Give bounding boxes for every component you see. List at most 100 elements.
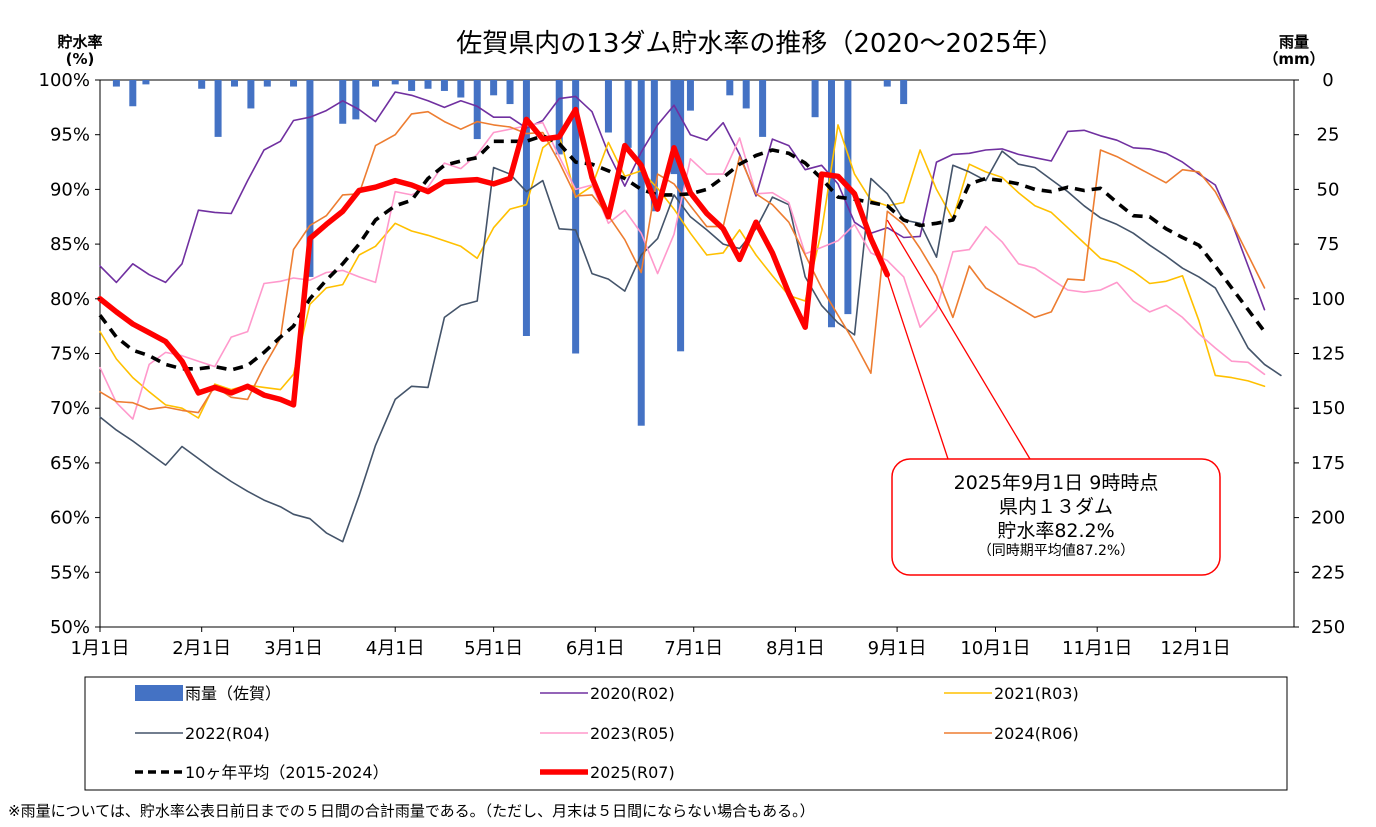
left-tick-label: 75% (50, 344, 90, 365)
left-tick-label: 65% (50, 453, 90, 474)
left-tick-label: 85% (50, 234, 90, 255)
left-axis-unit: (%) (66, 50, 95, 68)
right-tick-label: 0 (1322, 70, 1333, 91)
legend-label: 2024(R06) (994, 724, 1079, 743)
rain-bar (670, 80, 678, 175)
rain-bar (352, 80, 360, 120)
rain-bar (440, 80, 448, 91)
series-line-1 (99, 124, 1266, 419)
x-tick-label: 7月1日 (664, 638, 723, 659)
rain-bar (142, 80, 150, 85)
left-tick-label: 80% (50, 289, 90, 310)
series-line-3 (99, 121, 1266, 420)
series-line-2 (99, 150, 1282, 543)
right-tick-label: 100 (1311, 289, 1345, 310)
legend-label: 2023(R05) (590, 724, 675, 743)
annotation-sub: （同時期平均値87.2%） (978, 543, 1134, 559)
annotation-line-3: 貯水率82.2% (997, 520, 1114, 542)
rain-bar (214, 80, 222, 137)
rain-bar (572, 80, 580, 354)
chart-title: 佐賀県内の13ダム貯水率の推移（2020～2025年） (456, 29, 1063, 59)
rain-bar (230, 80, 238, 87)
left-tick-label: 60% (50, 508, 90, 529)
rain-bar (129, 80, 137, 107)
x-tick-label: 5月1日 (464, 638, 523, 659)
x-tick-label: 8月1日 (766, 638, 825, 659)
line-series (97, 91, 1282, 543)
rain-bar (677, 80, 685, 352)
annotation-pointer (886, 274, 949, 460)
x-tick-label: 9月1日 (868, 638, 927, 659)
rain-bar (604, 80, 612, 133)
rain-bar (506, 80, 514, 105)
rain-bar (391, 80, 399, 85)
x-axis: 1月1日 2月1日 3月1日 4月1日 5月1日 6月1日 7月1日 8月1日 9月1日 10月1… (71, 627, 1231, 659)
annotation-line-2: 県内１３ダム (999, 496, 1113, 518)
series-line-0 (99, 91, 1266, 311)
legend-label: 2025(R07) (590, 763, 675, 782)
rain-bar (883, 80, 891, 87)
series-line-6 (97, 106, 891, 408)
rain-bar (247, 80, 255, 109)
rain-bar (811, 80, 819, 118)
right-tick-label: 250 (1311, 617, 1345, 638)
right-tick-label: 50 (1317, 179, 1340, 200)
left-tick-label: 90% (50, 179, 90, 200)
rain-bar (457, 80, 465, 98)
x-tick-label: 10月1日 (960, 638, 1030, 659)
left-tick-label: 95% (50, 125, 90, 146)
rain-bar (650, 80, 658, 212)
legend-swatch-rain (135, 685, 183, 701)
x-tick-label: 3月1日 (264, 638, 323, 659)
right-axis-label: 雨量 (1279, 33, 1309, 51)
right-tick-label: 25 (1317, 125, 1340, 146)
rain-bar (290, 80, 298, 87)
left-tick-label: 55% (50, 562, 90, 583)
rain-bar (686, 80, 694, 111)
legend-label: 2020(R02) (590, 684, 675, 703)
rain-bar (473, 80, 481, 140)
right-tick-label: 75 (1317, 234, 1340, 255)
rain-bar (827, 80, 835, 328)
right-tick-label: 125 (1311, 344, 1345, 365)
x-tick-label: 11月1日 (1062, 638, 1132, 659)
rain-bar (198, 80, 206, 89)
right-tick-label: 200 (1311, 508, 1345, 529)
rain-bars (112, 80, 908, 426)
rain-bar (844, 80, 852, 315)
series-line-5 (98, 134, 1266, 372)
legend-label: 2022(R04) (185, 724, 270, 743)
annotation-pointer (886, 219, 1031, 460)
rain-bar (424, 80, 432, 89)
legend-label: 雨量（佐賀） (185, 684, 281, 703)
x-tick-label: 4月1日 (366, 638, 425, 659)
right-tick-label: 225 (1311, 562, 1345, 583)
annotation-callout: 2025年9月1日 9時時点 県内１３ダム 貯水率82.2% （同時期平均値87… (886, 219, 1221, 576)
rain-bar (306, 80, 314, 277)
rain-bar (742, 80, 750, 109)
legend-label: 10ヶ年平均（2015-2024） (185, 763, 389, 782)
x-tick-label: 6月1日 (566, 638, 625, 659)
left-tick-label: 70% (50, 398, 90, 419)
left-tick-label: 50% (50, 617, 90, 638)
rain-bar (490, 80, 498, 96)
rain-bar (726, 80, 734, 96)
right-tick-label: 150 (1311, 398, 1345, 419)
x-tick-label: 1月1日 (71, 638, 130, 659)
annotation-line-1: 2025年9月1日 9時時点 (954, 472, 1159, 494)
rain-bar (339, 80, 347, 124)
rain-bar (555, 80, 563, 155)
rain-bar (637, 80, 645, 426)
x-tick-label: 2月1日 (172, 638, 231, 659)
rain-bar (522, 80, 530, 336)
footnote: ※雨量については、貯水率公表日前日までの５日間の合計雨量である。（ただし、月末は… (8, 802, 815, 820)
rain-bar (263, 80, 271, 87)
right-tick-label: 175 (1311, 453, 1345, 474)
right-axis-unit: （mm） (1263, 50, 1324, 68)
x-tick-label: 12月1日 (1160, 638, 1230, 659)
rain-bar (759, 80, 767, 137)
rain-bar (624, 80, 632, 148)
rain-bar (900, 80, 908, 105)
left-tick-label: 100% (39, 70, 90, 91)
